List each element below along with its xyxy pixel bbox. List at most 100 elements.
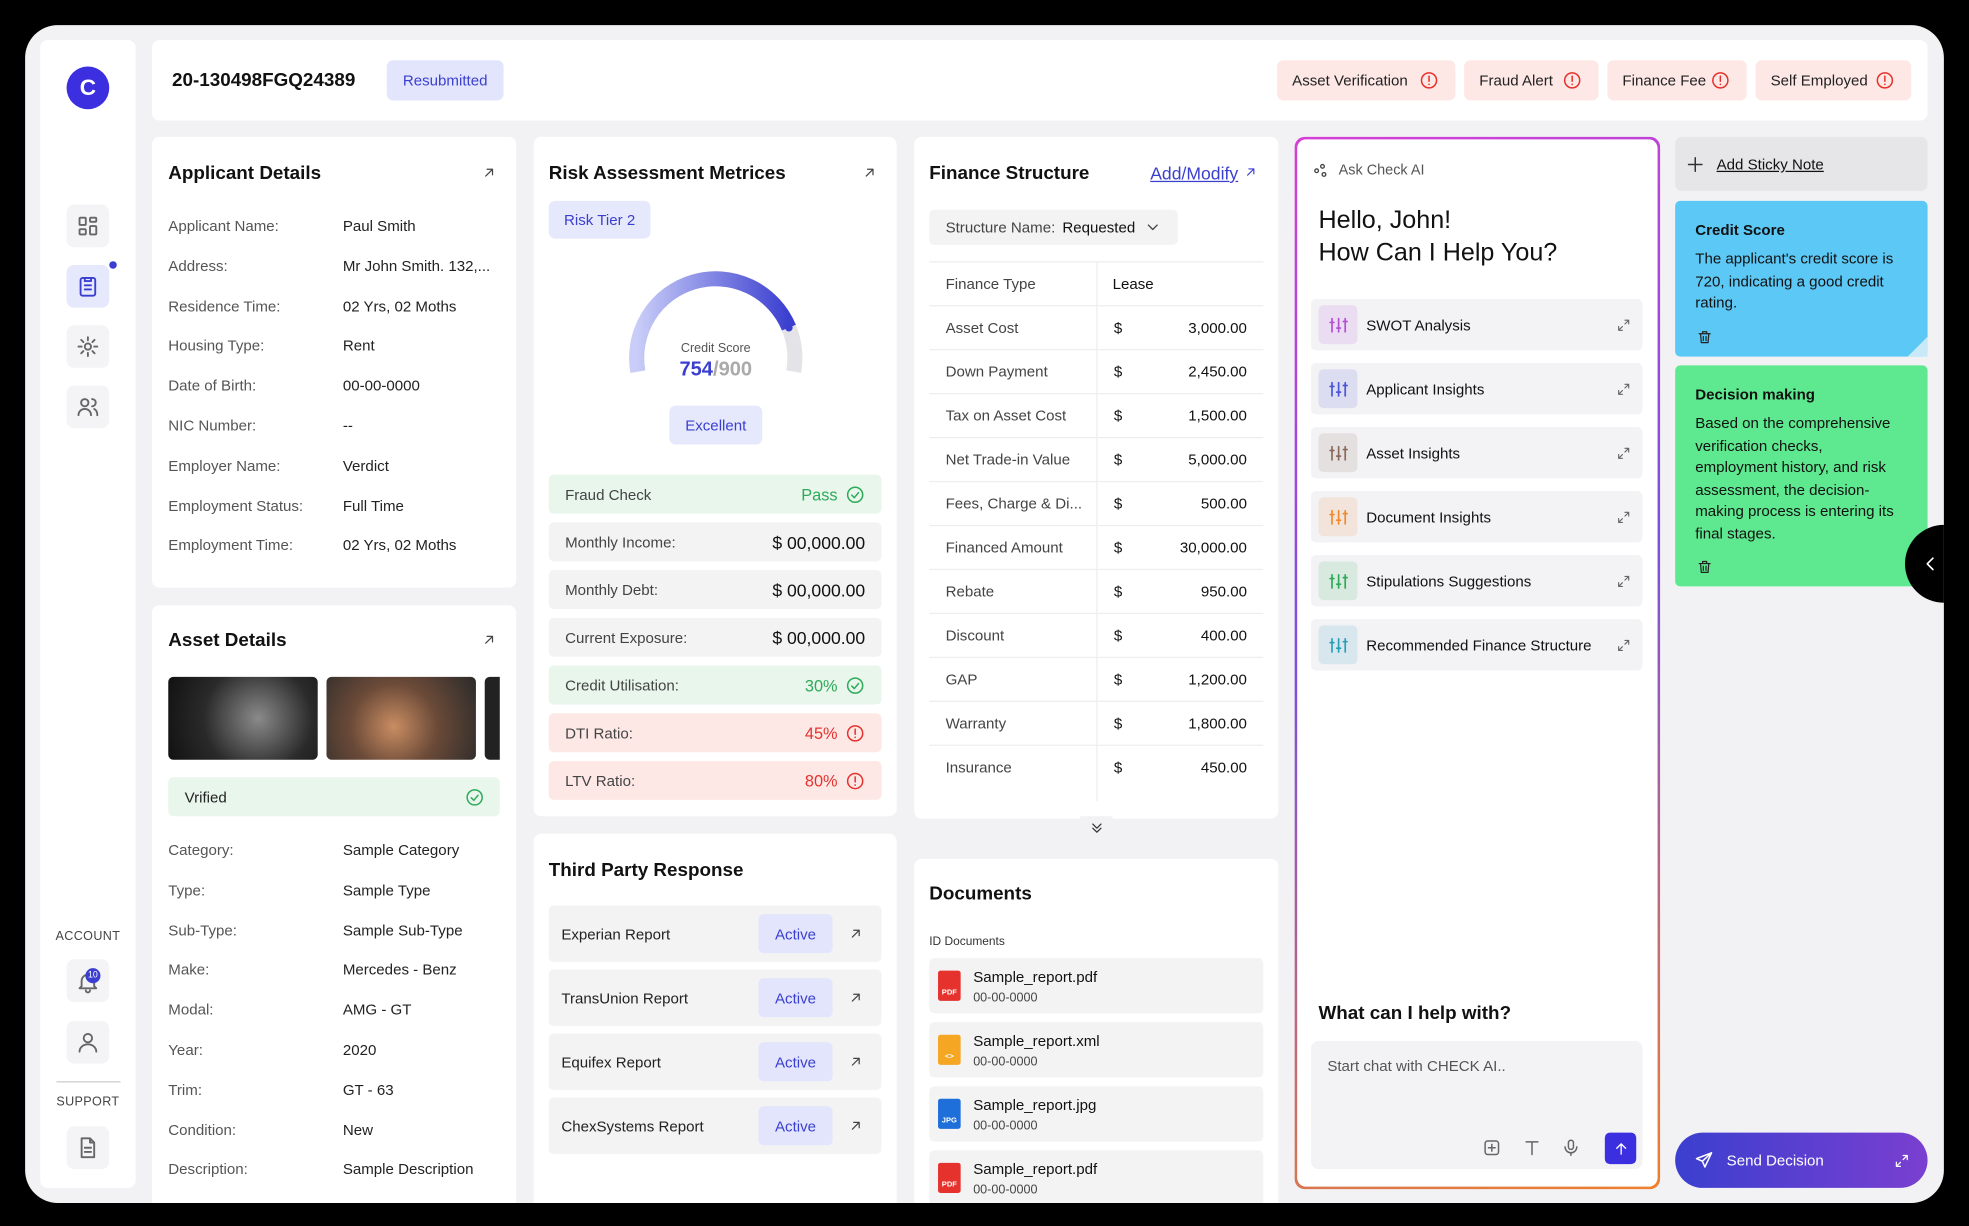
row-currency: $ xyxy=(1113,538,1123,556)
open-icon[interactable] xyxy=(847,1054,863,1070)
delete-icon[interactable] xyxy=(1696,558,1712,574)
delete-icon[interactable] xyxy=(1696,328,1712,344)
row-currency: $ xyxy=(1113,582,1123,600)
graphic xyxy=(77,398,99,417)
tier-badge xyxy=(548,200,651,239)
action-name: Document Insights xyxy=(1366,507,1492,526)
file-type: PDF xyxy=(941,989,957,998)
open-icon[interactable] xyxy=(847,925,863,941)
open-icon[interactable] xyxy=(847,990,863,1006)
action-name: Asset Insights xyxy=(1366,443,1461,462)
asset-photo[interactable] xyxy=(326,676,476,760)
badge xyxy=(85,968,101,984)
expand-icon[interactable] xyxy=(1893,1152,1909,1168)
row-amount: 30,000.00 xyxy=(1179,538,1247,556)
structure-dropdown[interactable] xyxy=(929,209,1178,245)
expand-icon[interactable] xyxy=(1616,509,1631,524)
notification-count: 10 xyxy=(88,971,98,981)
file-row[interactable] xyxy=(929,958,1264,1014)
expand-icon[interactable] xyxy=(1616,381,1631,396)
action-name: Stipulations Suggestions xyxy=(1366,571,1532,590)
graphic xyxy=(1487,1143,1496,1152)
asset-photo[interactable] xyxy=(168,676,318,760)
send-decision[interactable] xyxy=(1675,1132,1928,1188)
flag-icon xyxy=(1876,72,1894,89)
field-label: Sub-Type: xyxy=(168,921,237,939)
graphic xyxy=(851,993,860,1002)
table-row-line xyxy=(929,261,1264,263)
open-icon[interactable] xyxy=(480,164,496,180)
dropdown-label: Structure Name: xyxy=(945,218,1056,237)
field-label: Condition: xyxy=(168,1120,237,1139)
flag-badge[interactable] xyxy=(1277,60,1456,101)
nav-icon xyxy=(77,336,99,357)
attach-icon[interactable] xyxy=(1482,1138,1502,1158)
check-row xyxy=(548,713,882,753)
ai-action[interactable] xyxy=(1310,619,1643,671)
ai-icon xyxy=(1314,163,1327,177)
file-icon xyxy=(938,1162,961,1193)
field-label: Employment Time: xyxy=(168,536,294,555)
check-row xyxy=(548,522,882,562)
ai-action[interactable] xyxy=(1310,426,1643,479)
row-amount: 400.00 xyxy=(1200,625,1247,644)
graphic xyxy=(846,724,864,742)
mic-icon[interactable] xyxy=(1561,1138,1581,1158)
graphic xyxy=(80,398,90,408)
graphic xyxy=(77,336,99,357)
nav-button[interactable] xyxy=(66,264,110,308)
chat-input[interactable] xyxy=(1310,1041,1643,1170)
open-icon[interactable] xyxy=(847,1118,863,1134)
expand-icon[interactable] xyxy=(1616,573,1631,588)
file-type: JPG xyxy=(941,1117,957,1126)
row-label: Fees, Charge & Di... xyxy=(945,494,1083,512)
note-title: Decision making xyxy=(1695,385,1816,404)
nav-button[interactable] xyxy=(66,385,110,429)
graphic xyxy=(846,485,864,503)
file-name: Sample_report.xml xyxy=(973,1031,1100,1050)
graphic xyxy=(466,788,483,806)
ai-action[interactable] xyxy=(1310,298,1643,351)
ai-action[interactable] xyxy=(1310,490,1643,543)
file-icon xyxy=(938,1098,961,1129)
table-row-line xyxy=(929,305,1264,307)
add-note[interactable] xyxy=(1675,136,1928,191)
ai-action[interactable] xyxy=(1310,362,1643,415)
text-icon[interactable] xyxy=(1522,1138,1542,1158)
file-row[interactable] xyxy=(929,1150,1264,1203)
nav-button[interactable] xyxy=(66,204,110,248)
add-modify-link[interactable]: Add/Modify xyxy=(1150,163,1239,184)
graphic xyxy=(1420,72,1438,89)
open-icon[interactable] xyxy=(861,164,877,180)
graphic xyxy=(1618,511,1630,523)
flag-badge[interactable] xyxy=(1607,60,1747,101)
open-icon[interactable] xyxy=(480,631,496,647)
field-label: NIC Number: xyxy=(168,416,257,435)
file-row[interactable] xyxy=(929,1086,1264,1142)
graphic xyxy=(1147,224,1158,231)
expand-icon[interactable] xyxy=(1616,317,1631,332)
expand-icon[interactable] xyxy=(1616,637,1631,652)
asset-photo[interactable] xyxy=(484,676,500,760)
graphic xyxy=(484,635,493,644)
add-note-text[interactable]: Add Sticky Note xyxy=(1716,155,1824,174)
status-badge xyxy=(758,1042,833,1082)
logo[interactable] xyxy=(66,66,110,110)
report-name: Equifex Report xyxy=(561,1052,662,1071)
table-row-line xyxy=(929,436,1264,439)
sticky-note xyxy=(1675,365,1928,587)
score: 754/900 xyxy=(679,359,752,382)
flag-badge[interactable] xyxy=(1464,60,1599,101)
flag-icon xyxy=(1420,72,1438,89)
expand-icon[interactable] xyxy=(1616,445,1631,460)
table-row-line xyxy=(929,480,1264,483)
status-text: Active xyxy=(774,988,817,1007)
check-value: Pass xyxy=(801,484,838,504)
graphic xyxy=(1615,1142,1626,1155)
expand-tab[interactable] xyxy=(1079,816,1113,842)
graphic xyxy=(1567,1139,1575,1151)
ai-action[interactable] xyxy=(1310,555,1643,607)
open-icon[interactable] xyxy=(1243,165,1258,180)
nav-button[interactable] xyxy=(66,325,110,368)
file-row[interactable] xyxy=(929,1022,1264,1078)
